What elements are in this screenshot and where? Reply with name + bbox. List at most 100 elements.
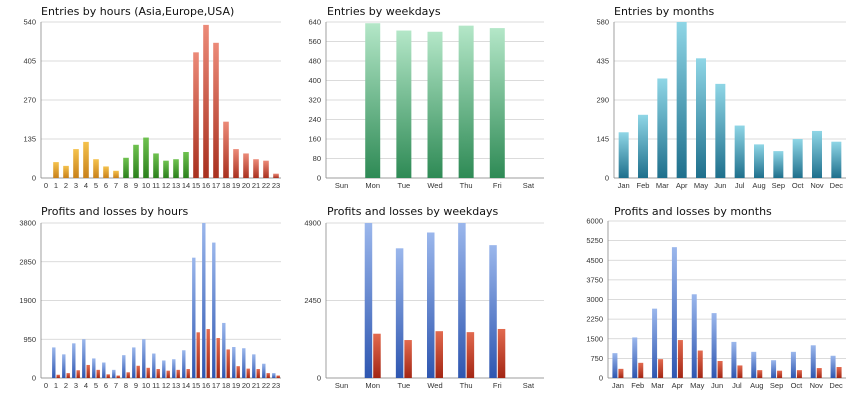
x-tick-label: 4: [84, 181, 88, 190]
bar: [734, 125, 745, 178]
chart-panel-pl-months: Profits and losses by months 0 750 1500 225…: [574, 200, 860, 400]
y-tick-label: 540: [23, 18, 36, 27]
bar: [711, 313, 717, 378]
bar: [246, 368, 250, 378]
x-tick-label: Jun: [711, 381, 723, 390]
x-tick-label: 6: [104, 181, 108, 190]
x-tick-label: Jan: [618, 181, 630, 190]
x-tick-label: 15: [192, 381, 200, 390]
x-tick-label: Jul: [735, 181, 745, 190]
x-tick-label: Oct: [791, 381, 804, 390]
bar: [395, 248, 404, 378]
bar: [266, 373, 270, 378]
bar: [466, 332, 475, 378]
bar: [273, 173, 279, 178]
bar: [612, 353, 618, 378]
bar: [186, 369, 190, 378]
bar: [236, 366, 240, 378]
bar: [53, 162, 59, 178]
chart-entries-months: 0 145 290 435 580 Jan Feb Mar Apr May Jun Jul Aug Sep…: [596, 18, 846, 190]
x-tick-label: 17: [212, 381, 220, 390]
bar: [142, 339, 146, 378]
y-tick-label: 2450: [304, 296, 321, 305]
bar: [652, 308, 658, 378]
x-tick-label: 4: [84, 381, 88, 390]
x-tick-label: Jan: [612, 381, 624, 390]
bar: [638, 114, 648, 178]
x-tick-label: Tue: [398, 381, 411, 390]
bar: [223, 121, 229, 178]
x-tick-label: 22: [262, 181, 270, 190]
bar: [751, 351, 757, 378]
x-tick-label: 14: [182, 181, 190, 190]
bar: [63, 165, 69, 178]
x-tick-label: Jun: [714, 181, 726, 190]
y-tick-label: 640: [308, 18, 321, 27]
x-tick-label: Sun: [335, 381, 348, 390]
y-tick-label: 5250: [586, 236, 603, 245]
x-tick-label: 9: [134, 181, 138, 190]
x-tick-label: 16: [202, 381, 210, 390]
bar: [489, 245, 497, 378]
bar: [206, 329, 210, 378]
x-tick-label: 2: [64, 181, 68, 190]
x-tick-label: Thu: [460, 381, 473, 390]
bar: [754, 144, 764, 178]
bar: [66, 373, 70, 378]
bar: [52, 347, 56, 378]
y-tick-label: 750: [590, 354, 603, 363]
bar: [256, 369, 260, 378]
x-tick-label: 17: [212, 181, 220, 190]
bar: [657, 78, 668, 178]
y-tick-label: 290: [596, 96, 609, 105]
bar: [132, 347, 136, 378]
y-tick-label: 4500: [586, 256, 603, 265]
bar: [193, 52, 199, 179]
bar: [73, 149, 79, 178]
bar: [777, 370, 783, 378]
x-tick-label: 8: [124, 181, 128, 190]
x-tick-label: Dec: [830, 181, 844, 190]
bar: [136, 365, 140, 378]
bar: [373, 333, 381, 378]
bar: [62, 354, 66, 378]
y-tick-label: 3000: [586, 295, 603, 304]
bar: [243, 153, 249, 178]
bar: [427, 31, 443, 178]
bar: [192, 257, 196, 378]
x-tick-label: 8: [124, 381, 128, 390]
bar: [86, 364, 90, 378]
x-tick-label: Oct: [792, 181, 805, 190]
bar: [790, 351, 796, 378]
x-tick-label: 20: [242, 381, 250, 390]
bar: [810, 345, 816, 378]
y-tick-label: 400: [308, 76, 321, 85]
x-tick-label: Mar: [656, 181, 669, 190]
y-tick-label: 3800: [19, 219, 36, 228]
x-tick-label: Sat: [523, 381, 535, 390]
x-tick-label: 0: [44, 381, 48, 390]
y-tick-label: 480: [308, 57, 321, 66]
bar: [123, 157, 129, 178]
x-tick-label: Sun: [335, 181, 348, 190]
chart-panel-entries-hours: Entries by hours (Asia,Europe,USA) 0 135 2…: [0, 0, 287, 200]
bar: [233, 149, 239, 178]
x-tick-label: Feb: [631, 381, 644, 390]
bar: [153, 153, 159, 178]
bar: [671, 247, 677, 378]
bar: [196, 332, 200, 378]
bar: [489, 28, 505, 178]
bar: [82, 339, 86, 378]
bar: [226, 349, 230, 378]
y-tick-label: 405: [23, 57, 36, 66]
bar: [152, 353, 156, 378]
y-tick-label: 320: [308, 96, 321, 105]
x-tick-label: 18: [222, 181, 230, 190]
bar: [212, 242, 216, 378]
x-tick-label: 5: [94, 381, 98, 390]
bar: [638, 362, 644, 378]
bar: [618, 132, 629, 178]
x-tick-label: Nov: [810, 381, 824, 390]
